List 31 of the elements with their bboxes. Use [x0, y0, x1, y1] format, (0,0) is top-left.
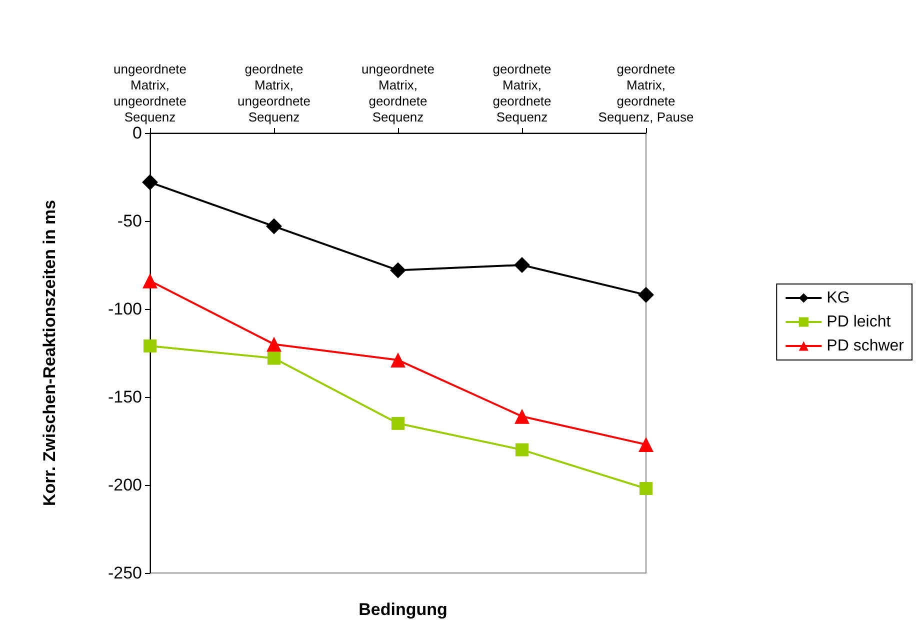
point [516, 443, 528, 456]
x-tick-label: geordnete Matrix, geordnete Sequenz [492, 62, 552, 124]
point [266, 218, 282, 234]
y-tick-label: -50 [117, 212, 142, 230]
point [266, 336, 282, 352]
point [640, 482, 652, 496]
x-tick-label: ungeordnete Matrix, ungeordnete Sequenz [113, 62, 187, 124]
point [390, 262, 406, 278]
point [514, 257, 530, 273]
y-tick-label: 0 [132, 124, 142, 142]
x-tick-label: ungeordnete Matrix, geordnete Sequenz [361, 62, 435, 124]
legend-label: PD leicht [826, 314, 892, 330]
point [392, 416, 404, 430]
point [142, 273, 158, 288]
legend-label: PD schwer [826, 338, 905, 354]
point [514, 408, 530, 424]
y-tick-label: -150 [108, 388, 142, 406]
point [268, 352, 280, 365]
point [144, 339, 156, 352]
x-axis-title: Bedingung [358, 600, 448, 619]
x-tick-label: geordnete Matrix, ungeordnete Sequenz [237, 62, 311, 124]
legend-label: KG [826, 290, 850, 306]
y-axis-title: Korr. Zwischen-Reaktionszeiten in ms [40, 200, 59, 506]
y-tick-label: -200 [108, 476, 142, 494]
point [390, 352, 406, 368]
point [142, 174, 158, 190]
y-tick-label: -100 [108, 300, 142, 318]
y-tick-label: -250 [108, 564, 142, 582]
x-tick-label: geordnete Matrix, geordnete Sequenz, Pause [598, 62, 694, 124]
point [638, 437, 654, 452]
point [638, 286, 654, 303]
